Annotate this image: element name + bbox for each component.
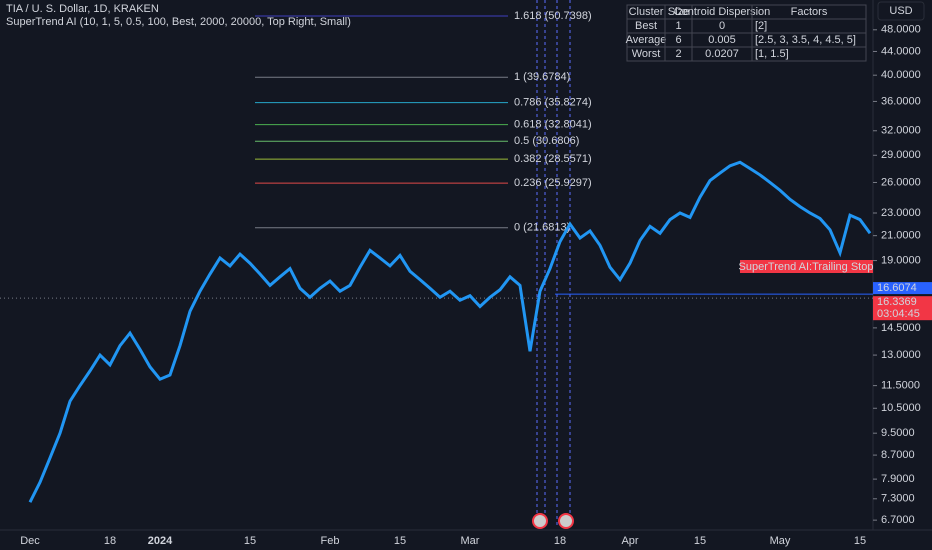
y-tick-label: 10.5000	[881, 402, 921, 414]
y-tick-label: 11.5000	[881, 380, 920, 392]
price-label: 16.6074	[877, 282, 917, 294]
table-text: 0	[719, 20, 725, 32]
table-text: 6	[675, 34, 681, 46]
x-tick-label: 18	[554, 535, 566, 547]
fib-label: 1 (39.6784)	[514, 71, 570, 83]
y-tick-label: 14.5000	[881, 322, 921, 334]
table-text: [2]	[755, 20, 767, 32]
x-tick-label: 15	[244, 535, 256, 547]
x-tick-label: Feb	[321, 535, 340, 547]
x-tick-label: 15	[394, 535, 406, 547]
y-tick-label: 32.0000	[881, 125, 921, 137]
y-tick-label: 40.0000	[881, 69, 921, 81]
y-tick-label: 23.0000	[881, 207, 921, 219]
x-tick-label: 15	[854, 535, 866, 547]
x-tick-label: Apr	[621, 535, 638, 547]
table-text: Average	[626, 34, 667, 46]
y-tick-label: 7.9000	[881, 473, 915, 485]
fib-label: 0.236 (25.9297)	[514, 177, 592, 189]
fib-label: 0.786 (35.8274)	[514, 97, 592, 109]
price-label-box	[873, 282, 932, 295]
price-line-series	[28, 160, 872, 503]
y-tick-label: 19.0000	[881, 254, 921, 266]
table-text: Worst	[632, 48, 661, 60]
table-text: 0.0207	[705, 48, 739, 60]
indicator-label: SuperTrend AI (10, 1, 5, 0.5, 100, Best,…	[6, 16, 351, 28]
y-tick-label: 21.0000	[881, 230, 921, 242]
table-text: Best	[635, 20, 657, 32]
y-axis-label[interactable]: USD	[889, 5, 912, 17]
x-tick-label: Mar	[461, 535, 480, 547]
y-tick-label: 7.3000	[881, 493, 915, 505]
y-tick-label: 48.0000	[881, 24, 921, 36]
table-text: [1, 1.5]	[755, 48, 789, 60]
fib-label: 0.5 (30.6806)	[514, 135, 579, 147]
table-text: Factors	[791, 6, 828, 18]
price-label-box	[873, 296, 932, 321]
table-text: Cluster	[629, 6, 664, 18]
fib-label: 0.382 (28.5571)	[514, 153, 592, 165]
x-tick-label: 18	[104, 535, 116, 547]
table-text: 0.005	[708, 34, 736, 46]
chart-title: TIA / U. S. Dollar, 1D, KRAKEN	[6, 3, 159, 15]
y-tick-label: 44.0000	[881, 45, 921, 57]
countdown: 03:04:45	[877, 308, 920, 320]
table-text: Centroid Dispersion	[674, 6, 771, 18]
x-tick-label: 2024	[148, 535, 173, 547]
y-tick-label: 9.5000	[881, 427, 915, 439]
y-tick-label: 29.0000	[881, 149, 921, 161]
currency-button[interactable]	[877, 1, 925, 21]
fib-label: 0.618 (32.8041)	[514, 118, 592, 130]
y-tick-label: 36.0000	[881, 95, 921, 107]
x-tick-label: Dec	[20, 535, 40, 547]
fib-label: 0 (21.6813)	[514, 222, 570, 234]
y-tick-label: 13.0000	[881, 349, 921, 361]
x-tick-label: May	[770, 535, 791, 547]
price-label: 16.3369	[877, 296, 917, 308]
fib-label: 1.618 (50.7398)	[514, 10, 592, 22]
table-text: [2.5, 3, 3.5, 4, 4.5, 5]	[755, 34, 856, 46]
x-tick-label: 15	[694, 535, 706, 547]
event-icons[interactable]	[532, 513, 574, 529]
trailing-stop-box	[740, 260, 873, 273]
y-tick-label: 6.7000	[881, 514, 915, 526]
y-tick-label: 8.7000	[881, 449, 915, 461]
table-text: 1	[675, 20, 681, 32]
table-text: Size	[668, 6, 689, 18]
table-cell	[751, 46, 867, 62]
trailing-stop-label: SuperTrend AI:Trailing Stop	[739, 261, 874, 273]
y-tick-label: 26.0000	[881, 176, 921, 188]
table-text: 2	[675, 48, 681, 60]
